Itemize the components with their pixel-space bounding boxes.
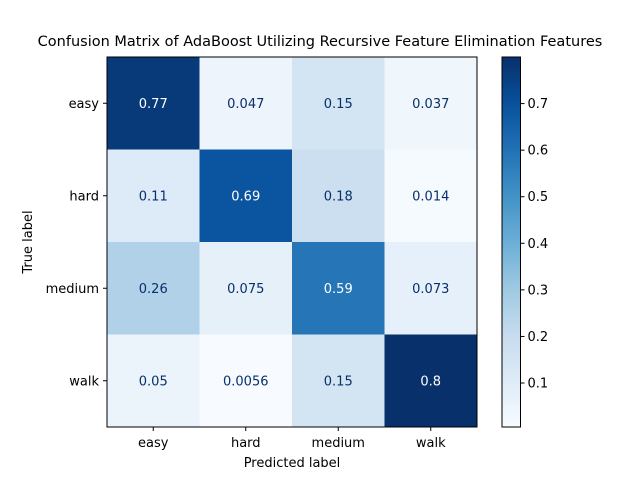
- heatmap-cell: [292, 149, 385, 243]
- colorbar-tick-label: 0.1: [528, 377, 549, 392]
- x-axis-ticks: easy hard medium walk: [138, 427, 446, 451]
- x-axis-label: Predicted label: [244, 456, 341, 471]
- y-axis-ticks: easy hard medium walk: [46, 97, 107, 389]
- cell-value-label: 0.69: [231, 189, 260, 204]
- colorbar-tick-label: 0.7: [528, 97, 549, 112]
- cell-value-label: 0.8: [420, 374, 441, 389]
- cell-value-label: 0.073: [412, 282, 449, 297]
- x-tick-label: hard: [231, 436, 261, 451]
- colorbar-tick-label: 0.6: [528, 144, 549, 159]
- y-axis-label: True label: [21, 210, 36, 274]
- cell-value-label: 0.15: [324, 374, 353, 389]
- x-tick-label: easy: [138, 436, 169, 451]
- heatmap-cell: [384, 149, 478, 243]
- cell-value-label: 0.05: [139, 374, 168, 389]
- colorbar-tick-label: 0.2: [528, 330, 549, 345]
- heatmap-cell: [199, 57, 293, 150]
- cell-value-label: 0.037: [412, 97, 449, 112]
- heatmap-cells: [107, 57, 478, 428]
- colorbar-tick-label: 0.3: [528, 283, 549, 298]
- heatmap-cell: [384, 57, 478, 150]
- cell-value-label: 0.11: [139, 189, 168, 204]
- heatmap-cell: [292, 334, 385, 428]
- x-tick-label: walk: [416, 436, 446, 451]
- y-tick-label: easy: [69, 97, 100, 112]
- plot-frame: [106, 56, 478, 428]
- cell-labels: 0.77 0.047 0.15 0.037 0.11 0.69 0.18 0.014 0.26 0…: [139, 97, 450, 390]
- cell-value-label: 0.075: [227, 282, 264, 297]
- heatmap-cell: [292, 57, 385, 150]
- heatmap-cell: [107, 242, 200, 335]
- heatmap-cell: [107, 334, 200, 428]
- heatmap-cell: [107, 149, 200, 243]
- chart-title: Confusion Matrix of AdaBoost Utilizing R…: [37, 34, 603, 50]
- colorbar-frame: [501, 56, 521, 428]
- heatmap-cell: [199, 334, 293, 428]
- colorbar-tick-label: 0.4: [528, 237, 549, 252]
- heatmap-cell: [384, 334, 478, 428]
- heatmap-cell: [199, 149, 293, 243]
- cell-value-label: 0.0056: [223, 374, 269, 389]
- heatmap-cell: [199, 242, 293, 335]
- cell-value-label: 0.18: [324, 189, 353, 204]
- cell-value-label: 0.047: [227, 97, 264, 112]
- x-tick-label: medium: [312, 436, 365, 451]
- colorbar: [502, 57, 521, 427]
- cell-value-label: 0.15: [324, 97, 353, 112]
- cell-value-label: 0.26: [139, 282, 168, 297]
- heatmap-cell: [384, 242, 478, 335]
- y-tick-label: hard: [69, 189, 99, 204]
- heatmap-cell: [107, 57, 200, 150]
- y-tick-label: walk: [69, 374, 99, 389]
- colorbar-ticks: 0.1 0.2 0.3 0.4 0.5 0.6 0.7: [520, 97, 549, 392]
- cell-value-label: 0.77: [139, 97, 168, 112]
- heatmap-cell: [292, 242, 385, 335]
- colorbar-tick-label: 0.5: [528, 190, 549, 205]
- y-tick-label: medium: [46, 282, 99, 297]
- cell-value-label: 0.59: [324, 282, 353, 297]
- cell-value-label: 0.014: [412, 189, 449, 204]
